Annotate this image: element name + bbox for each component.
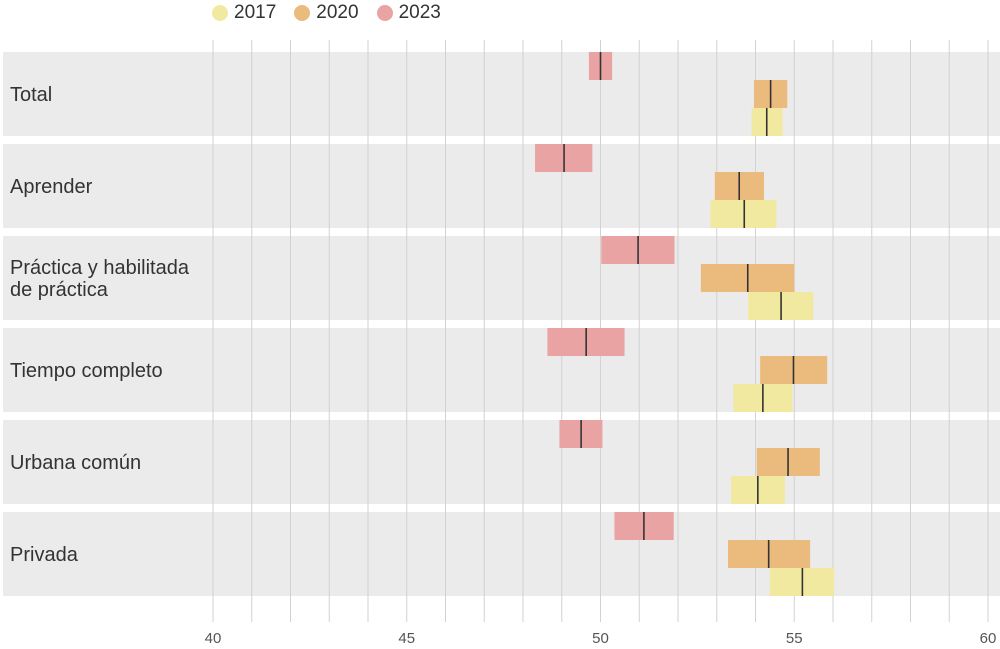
row-background	[3, 52, 1000, 136]
legend-item-2023: 2023	[376, 2, 441, 24]
category-label: Tiempo completo	[10, 360, 163, 382]
category-label: Privada	[10, 544, 79, 566]
legend: 2017 2020 2023	[212, 2, 441, 24]
category-label: Urbana común	[10, 452, 141, 474]
legend-item-2017: 2017	[212, 2, 276, 24]
row-background	[3, 328, 1000, 412]
x-tick-label: 40	[205, 630, 222, 647]
legend-item-2020: 2020	[294, 2, 359, 24]
row-background	[3, 144, 1000, 228]
row-background	[3, 512, 1000, 596]
legend-label: 2023	[398, 2, 441, 23]
category-label: de práctica	[10, 279, 109, 301]
legend-label: 2020	[316, 2, 359, 23]
x-tick-label: 60	[980, 630, 997, 647]
legend-swatch	[212, 5, 228, 21]
category-label: Aprender	[10, 176, 93, 198]
x-tick-label: 55	[786, 630, 803, 647]
category-label: Total	[10, 84, 52, 106]
x-tick-label: 45	[398, 630, 415, 647]
x-tick-label: 50	[592, 630, 609, 647]
legend-swatch	[294, 5, 311, 21]
row-background	[3, 420, 1000, 504]
category-label: Práctica y habilitada	[10, 257, 190, 279]
legend-label: 2017	[234, 2, 277, 23]
row-background	[3, 236, 1000, 320]
legend-swatch	[376, 5, 393, 21]
